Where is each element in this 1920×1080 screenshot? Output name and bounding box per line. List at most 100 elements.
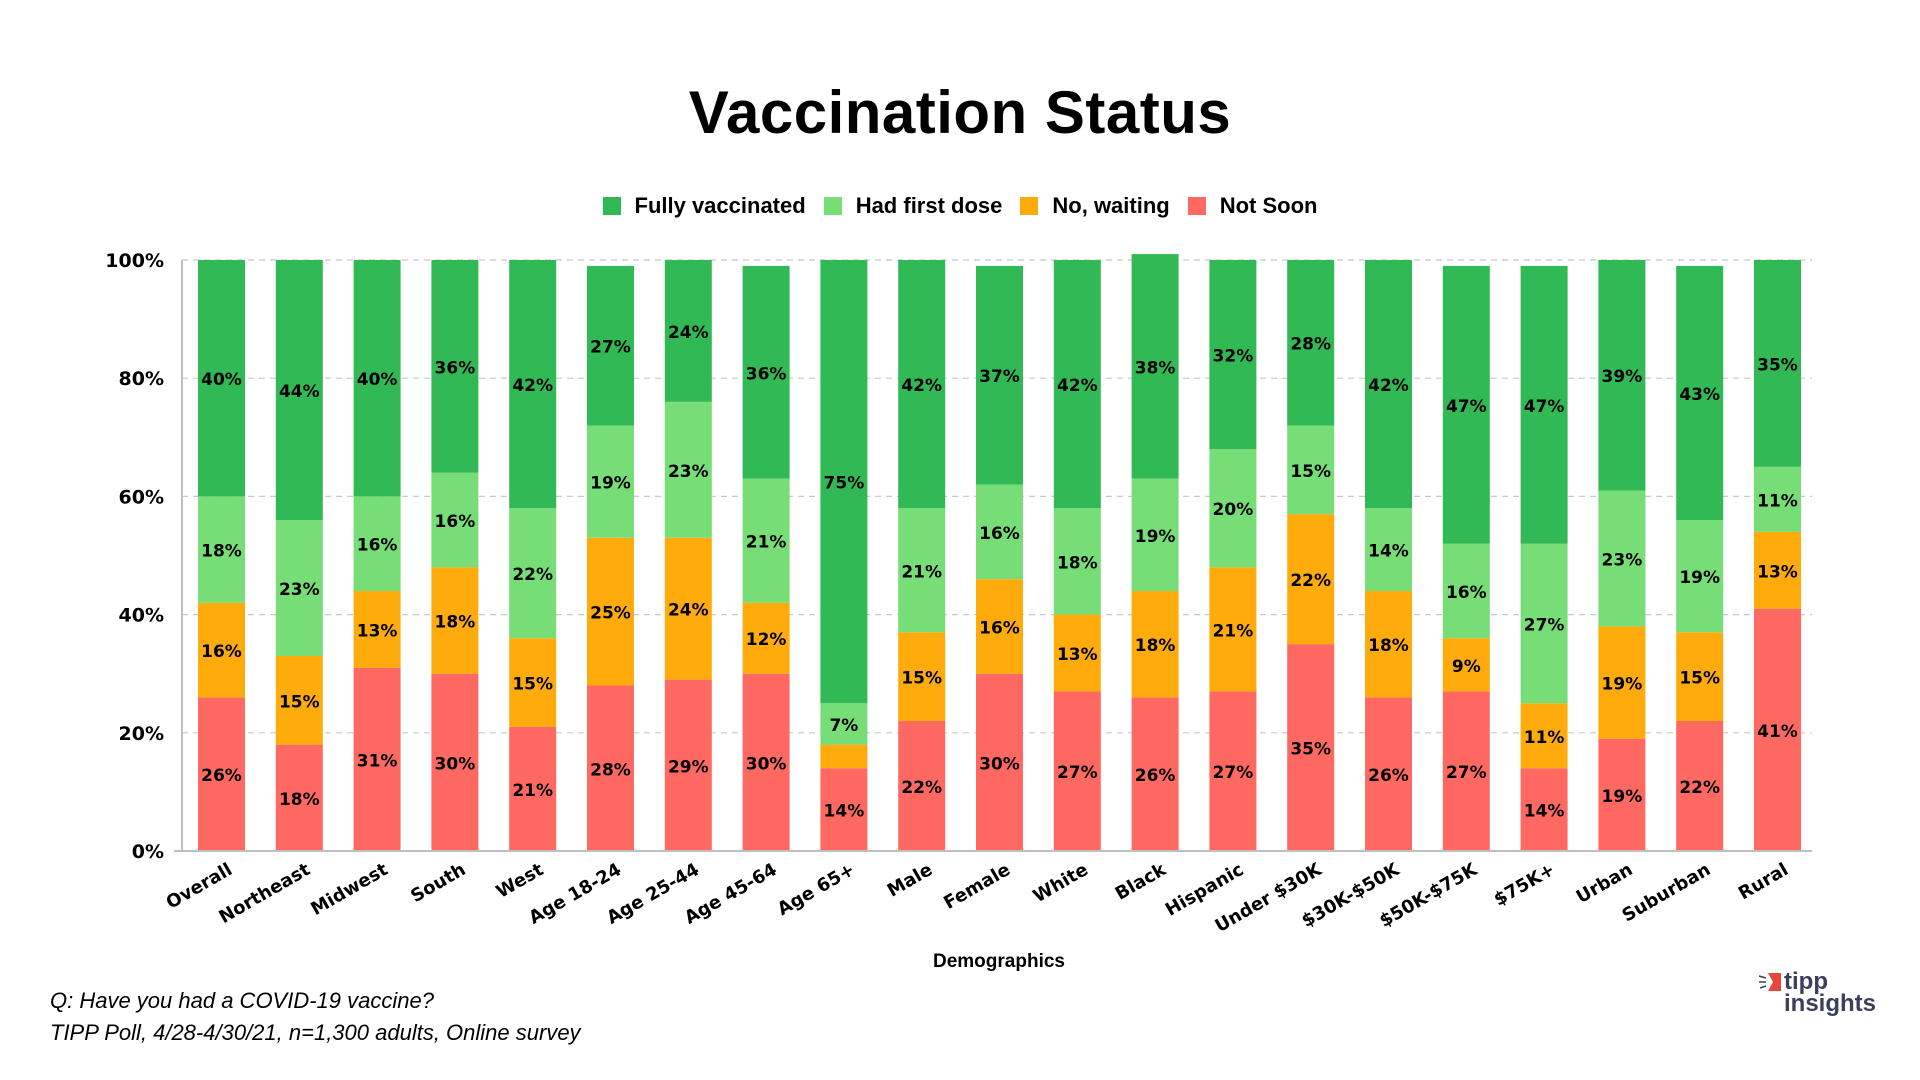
bar-segment [664, 260, 712, 402]
x-axis-title: Demographics [933, 951, 1065, 972]
data-label: 15% [1290, 462, 1331, 482]
data-label: 15% [901, 669, 942, 689]
legend-item: No, waiting [1020, 193, 1170, 219]
bar-segment [1209, 260, 1257, 450]
legend-label: Not Soon [1219, 193, 1318, 218]
data-label: 44% [279, 382, 320, 402]
data-label: 27% [1524, 615, 1565, 635]
data-label: 28% [1290, 335, 1331, 355]
legend-label: Had first dose [855, 193, 1003, 218]
bar-segment [976, 484, 1023, 580]
legend-swatch [823, 197, 842, 215]
data-label: 30% [435, 754, 476, 774]
bar-segment [431, 472, 479, 568]
tipp-insights-logo: tipp insights [1758, 968, 1876, 1017]
data-label: 47% [1446, 397, 1487, 417]
data-label: 40% [201, 370, 242, 390]
data-label: 21% [746, 533, 787, 553]
data-label: 24% [668, 323, 709, 343]
bar-segment [1598, 626, 1646, 739]
bar-segment [1053, 260, 1101, 509]
data-label: 9% [1452, 657, 1481, 677]
data-label: 20% [1213, 500, 1254, 520]
data-label: 38% [1135, 358, 1176, 378]
x-tick-label: Female [940, 859, 1014, 914]
data-label: 13% [357, 621, 398, 641]
bar-segment [898, 260, 946, 509]
data-label: 19% [590, 474, 631, 494]
data-label: 15% [279, 692, 320, 712]
footnote-question: Q: Have you had a COVID-19 vaccine? [50, 988, 434, 1013]
data-label: 16% [357, 536, 398, 556]
bar-segment [1442, 543, 1490, 639]
data-label: 32% [1213, 347, 1254, 367]
bar-segment [1520, 265, 1568, 544]
bar-segment [587, 537, 634, 686]
data-label: 16% [435, 512, 476, 532]
bar-segment [820, 703, 868, 745]
data-label: 28% [590, 760, 631, 780]
legend-label: Fully vaccinated [634, 193, 806, 218]
y-tick-label: 20% [119, 723, 164, 745]
data-label: 29% [668, 757, 709, 777]
legend-label: No, waiting [1052, 193, 1170, 218]
data-label: 12% [746, 630, 787, 650]
bar-segment [198, 496, 245, 603]
bar-segment [587, 265, 634, 426]
legend: Fully vaccinated Had first dose No, waitin… [0, 193, 1920, 219]
legend-item: Not Soon [1187, 193, 1318, 219]
data-label: 14% [1368, 542, 1409, 562]
bar-segment [664, 679, 712, 851]
bar-segment [742, 673, 790, 851]
data-label: 25% [590, 604, 631, 624]
bar-segment [1365, 590, 1412, 698]
bar-segment [664, 401, 712, 538]
x-tick-label: South [407, 859, 469, 907]
data-label: 19% [1679, 568, 1720, 588]
data-label: 19% [1135, 527, 1176, 547]
bar-segment [1754, 466, 1801, 532]
bar-segment [1676, 720, 1724, 851]
bar-segment [664, 537, 712, 680]
data-label: 27% [1446, 763, 1487, 783]
legend-swatch [1187, 197, 1206, 215]
legend-swatch [1020, 197, 1039, 215]
data-label: 27% [590, 338, 631, 358]
data-label: 39% [1602, 367, 1643, 387]
footnote-source: TIPP Poll, 4/28-4/30/21, n=1,300 adults,… [50, 1020, 581, 1045]
data-label: 42% [901, 376, 942, 396]
megaphone-icon [1758, 973, 1781, 991]
data-label: 21% [512, 781, 553, 801]
data-label: 23% [668, 462, 709, 482]
bar-segment [1442, 265, 1490, 544]
data-label: 47% [1524, 397, 1565, 417]
data-label: 40% [357, 370, 398, 390]
bar-segment [1131, 478, 1179, 591]
bar-segment [1676, 632, 1724, 721]
bar-segment [1598, 738, 1646, 851]
data-label: 75% [824, 474, 865, 494]
bar-segment [1131, 697, 1179, 851]
bar-segment [431, 567, 479, 674]
bar-segment [898, 632, 946, 721]
data-label: 35% [1290, 740, 1331, 760]
data-label: 42% [1057, 376, 1098, 396]
bar-segment [1442, 691, 1490, 851]
data-label: 13% [1757, 562, 1798, 582]
logo-text-tipp: tipp [1784, 968, 1828, 995]
data-label: 30% [979, 754, 1020, 774]
data-label: 11% [1524, 728, 1565, 748]
bar-segment [1209, 567, 1257, 692]
bar-segment [1754, 531, 1801, 609]
bar-segment [976, 579, 1023, 674]
bar-segment [431, 673, 479, 851]
data-label: 18% [1368, 636, 1409, 656]
bar-segment [820, 744, 868, 769]
y-tick-label: 60% [119, 486, 164, 508]
data-label: 21% [1213, 621, 1254, 641]
data-label: 23% [1602, 550, 1643, 570]
bar-segment [353, 496, 401, 591]
data-label: 11% [1757, 491, 1798, 511]
bar-segment [1209, 449, 1257, 568]
y-tick-label: 0% [132, 841, 164, 863]
